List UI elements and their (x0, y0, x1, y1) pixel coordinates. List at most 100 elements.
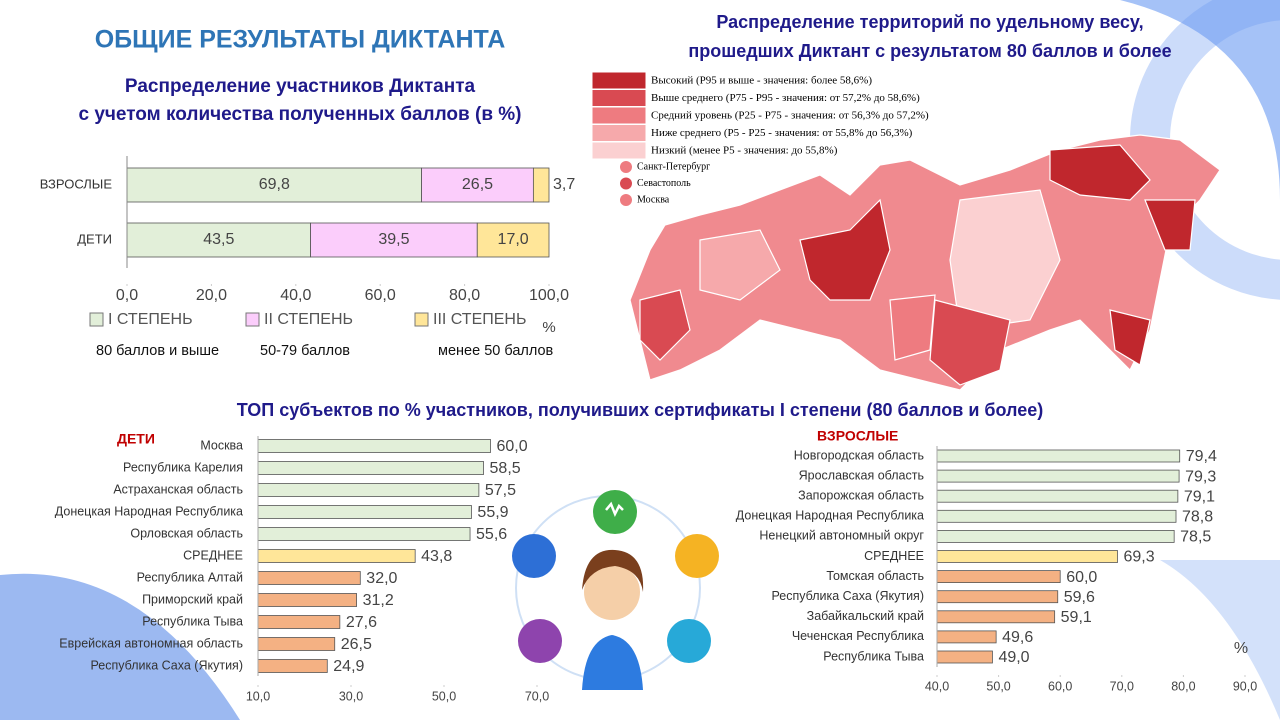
x-tick-label: 80,0 (1171, 679, 1195, 693)
category-label: Орловская область (130, 526, 243, 540)
value-label: 58,5 (490, 460, 521, 477)
category-label: Республика Тыва (823, 649, 924, 663)
bar (257, 593, 357, 607)
value-label: 27,6 (346, 614, 377, 631)
city-marker (620, 194, 632, 206)
value-label: 32,0 (366, 570, 397, 587)
bar (257, 615, 341, 629)
category-label: Республика Карелия (123, 460, 243, 474)
bar (936, 630, 997, 644)
value-label: 3,7 (553, 176, 575, 193)
value-label: 57,5 (485, 482, 516, 499)
legend-label: III СТЕПЕНЬ (433, 311, 526, 328)
map-title: Распределение территорий по удельному ве… (716, 12, 1143, 32)
category-label: ВЗРОСЛЫЕ (40, 176, 113, 191)
bar (257, 549, 416, 563)
bar (936, 449, 1181, 463)
bar (257, 483, 480, 497)
category-label: Запорожская область (798, 488, 924, 502)
x-tick-label: 50,0 (986, 679, 1010, 693)
category-label: СРЕДНЕЕ (183, 548, 243, 562)
legend-label: Высокий (P95 и выше - значения: более 58… (651, 75, 872, 87)
category-label: Томская область (826, 569, 924, 583)
x-tick-label: 70,0 (1110, 679, 1134, 693)
map-title: прошедших Диктант с результатом 80 балло… (688, 41, 1171, 61)
x-unit: % (1234, 640, 1248, 657)
bar (936, 550, 1118, 563)
bar (936, 650, 993, 664)
bar (257, 505, 472, 519)
category-label: Республика Алтай (137, 570, 243, 584)
x-tick-label: 40,0 (280, 287, 311, 304)
decor (1160, 560, 1280, 720)
x-tick-label: 20,0 (196, 287, 227, 304)
value-label: 55,9 (477, 504, 508, 521)
category-label: Чеченская Республика (792, 629, 924, 643)
x-tick-label: 80,0 (449, 287, 480, 304)
value-label: 39,5 (378, 231, 409, 248)
category-label: Республика Саха (Якутия) (771, 589, 924, 603)
legend-label: II СТЕПЕНЬ (264, 311, 353, 328)
bar (257, 461, 484, 475)
category-label: Республика Тыва (142, 614, 243, 628)
bar (936, 509, 1177, 523)
section-title: ТОП субъектов по % участников, получивши… (237, 400, 1044, 420)
legend-swatch (591, 124, 647, 142)
x-tick-label: 0,0 (116, 287, 138, 304)
bar (936, 610, 1056, 624)
value-label: 69,3 (1123, 549, 1154, 566)
x-tick-label: 100,0 (529, 287, 569, 304)
page-title: ОБЩИЕ РЕЗУЛЬТАТЫ ДИКТАНТА (95, 26, 506, 54)
x-tick-label: 30,0 (339, 689, 363, 703)
bar (257, 527, 471, 541)
legend-swatch (591, 89, 647, 107)
city-label: Москва (637, 194, 670, 205)
category-label: Республика Саха (Якутия) (90, 658, 243, 672)
chart-title: с учетом количества полученных баллов (в… (78, 104, 521, 125)
x-tick-label: 70,0 (525, 689, 549, 703)
value-label: 26,5 (341, 636, 372, 653)
legend-swatch (591, 141, 647, 160)
chart-title: ДЕТИ (117, 431, 155, 447)
x-tick-label: 10,0 (246, 689, 270, 703)
legend-label: Средний уровень (P25 - P75 - значения: о… (651, 110, 929, 122)
category-label: Ярославская область (799, 468, 924, 482)
legend-description: 80 баллов и выше (96, 343, 219, 359)
value-label: 60,0 (497, 438, 528, 455)
value-label: 60,0 (1066, 569, 1097, 586)
map (629, 134, 1221, 391)
bar-segment (310, 222, 478, 258)
value-label: 43,5 (203, 231, 234, 248)
legend-label: Выше среднего (P75 - P95 - значения: от … (651, 92, 920, 104)
value-label: 79,3 (1185, 468, 1216, 485)
category-label: Москва (200, 438, 243, 452)
value-label: 59,1 (1061, 609, 1092, 626)
category-label: ДЕТИ (77, 231, 112, 246)
value-label: 55,6 (476, 526, 507, 543)
value-label: 79,1 (1184, 488, 1215, 505)
value-label: 49,6 (1002, 629, 1033, 646)
category-label: Ненецкий автономный округ (759, 529, 924, 543)
value-label: 31,2 (363, 592, 394, 609)
bar-segment (126, 167, 422, 203)
bar (936, 590, 1059, 604)
category-label: Новгородская область (794, 448, 924, 462)
city-label: Санкт-Петербург (637, 161, 710, 172)
value-label: 17,0 (498, 231, 529, 248)
x-tick-label: 60,0 (1048, 679, 1072, 693)
chart-title: Распределение участников Диктанта (125, 76, 476, 97)
legend-label: Низкий (менее P5 - значения: до 55,8%) (651, 145, 838, 157)
value-label: 59,6 (1064, 589, 1095, 606)
bar (936, 489, 1179, 503)
bar (257, 637, 336, 651)
bar (936, 530, 1175, 543)
city-label: Севастополь (637, 178, 691, 189)
bar (257, 571, 361, 585)
legend-swatch (591, 71, 647, 90)
x-tick-label: 40,0 (925, 679, 949, 693)
legend-swatch (89, 312, 104, 327)
decor (0, 573, 240, 720)
legend-swatch (591, 106, 647, 125)
x-tick-label: 60,0 (365, 287, 396, 304)
